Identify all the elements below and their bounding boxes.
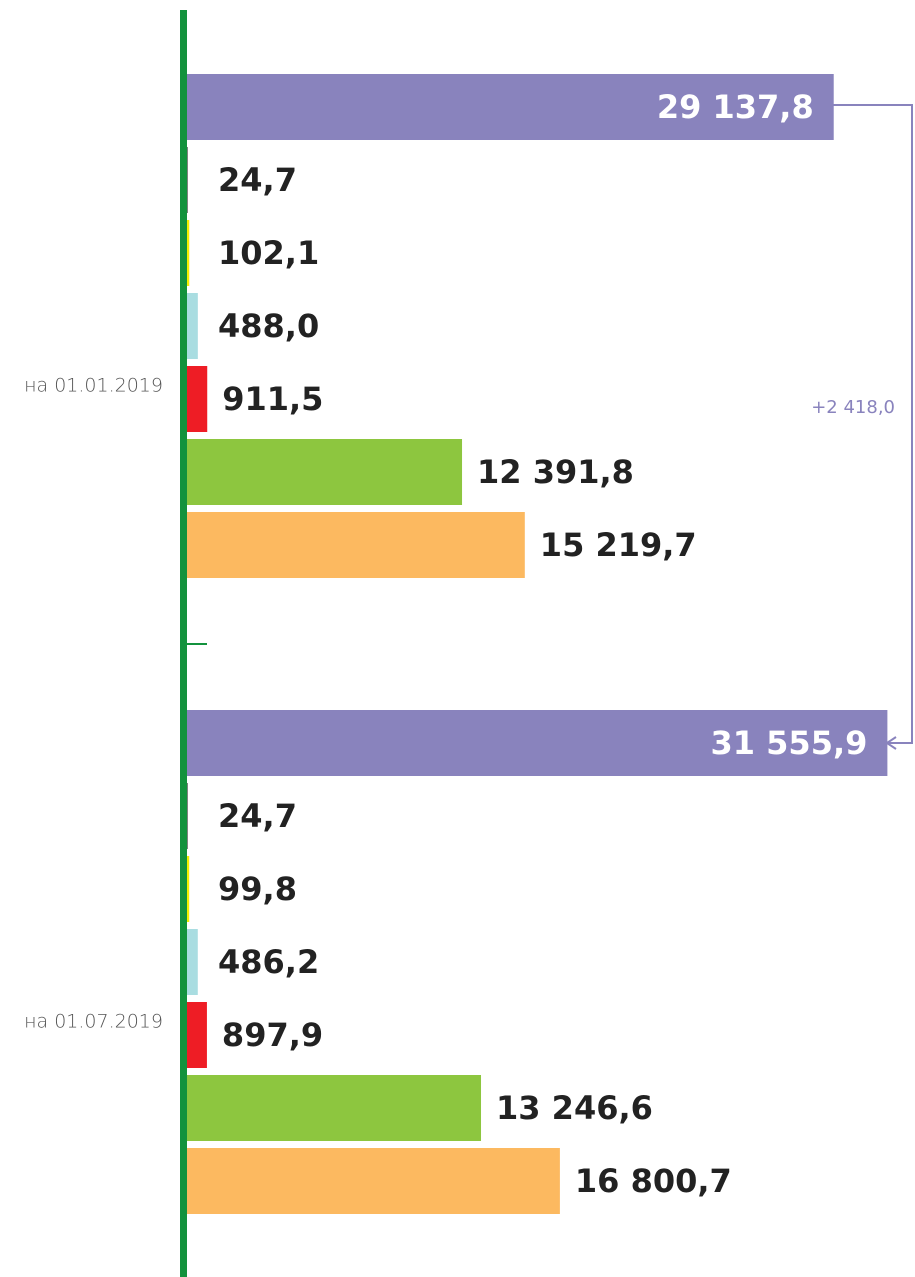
value-label: 12 391,8 bbox=[477, 453, 634, 491]
bar bbox=[187, 929, 198, 995]
value-label: 897,9 bbox=[222, 1016, 323, 1054]
value-label: 911,5 bbox=[222, 380, 323, 418]
connector bbox=[833, 104, 913, 744]
axis-line bbox=[180, 10, 187, 1277]
value-label: 102,1 bbox=[218, 234, 319, 272]
bar bbox=[187, 366, 208, 432]
value-label: 24,7 bbox=[218, 161, 297, 199]
value-label: 29 137,8 bbox=[657, 88, 814, 126]
bar bbox=[187, 1075, 482, 1141]
bar bbox=[187, 74, 834, 140]
bar bbox=[187, 1148, 560, 1214]
bar bbox=[187, 856, 190, 922]
value-label: 24,7 bbox=[218, 797, 297, 835]
annotation: +2 418,0 bbox=[811, 397, 895, 418]
bar bbox=[187, 220, 190, 286]
value-label: 16 800,7 bbox=[575, 1162, 732, 1200]
bar bbox=[187, 293, 198, 359]
value-label: 15 219,7 bbox=[540, 526, 697, 564]
value-label: 99,8 bbox=[218, 870, 297, 908]
bar bbox=[187, 512, 525, 578]
bar bbox=[187, 147, 188, 213]
category-label: на 01.01.2019 bbox=[24, 375, 163, 397]
bar bbox=[187, 1002, 207, 1068]
bar bbox=[187, 783, 188, 849]
value-label: 488,0 bbox=[218, 307, 319, 345]
bar bbox=[187, 439, 463, 505]
value-label: 486,2 bbox=[218, 943, 319, 981]
bar bbox=[187, 710, 888, 776]
category-label: на 01.07.2019 bbox=[24, 1011, 163, 1033]
value-label: 31 555,9 bbox=[710, 724, 867, 762]
value-label: 13 246,6 bbox=[496, 1089, 653, 1127]
